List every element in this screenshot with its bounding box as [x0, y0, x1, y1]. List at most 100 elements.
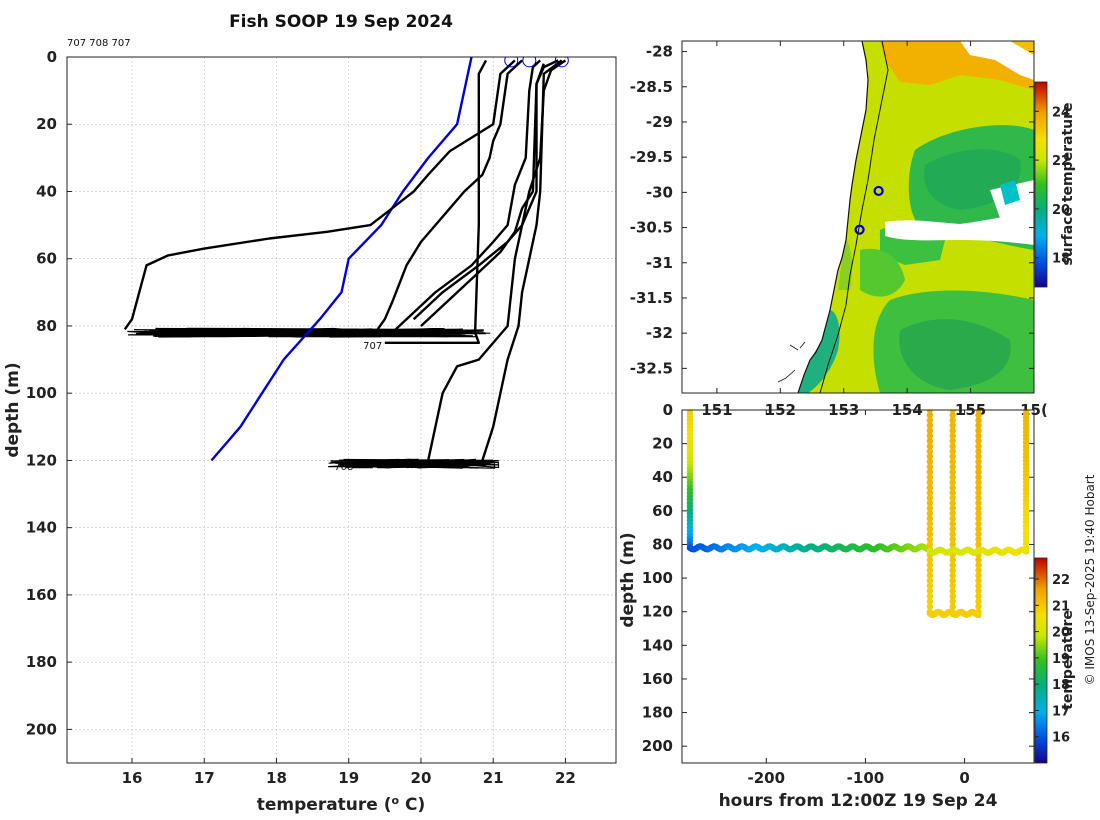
sst-map-markers [854, 185, 884, 235]
x-tick-label-3: 19 [338, 769, 359, 787]
x-tick-label-6: 22 [555, 769, 576, 787]
depth-time-frame [681, 409, 1035, 764]
sst-colorbar-tick-1: 20 [1052, 203, 1070, 218]
map-y-tick-label-6: -31 [646, 254, 673, 272]
depth-time-tracks [686, 410, 1030, 619]
x-tick-label-0: 16 [122, 769, 143, 787]
dt-y-tick-label-6: 120 [642, 603, 673, 621]
sst-colorbar-tick-3: 24 [1052, 105, 1070, 120]
profile-y-axis-label: depth (m) [3, 362, 23, 457]
y-tick-label-10: 200 [26, 720, 57, 738]
profile-annotation-1: 708 [334, 462, 353, 473]
y-tick-label-9: 180 [26, 653, 57, 671]
track-5 [926, 608, 982, 619]
map-y-tick-label-7: -31.5 [630, 289, 673, 307]
surface-marker-2 [554, 57, 569, 68]
profile-line-3 [391, 59, 542, 334]
dt-y-tick-label-10: 200 [642, 737, 673, 755]
y-tick-label-1: 20 [36, 115, 57, 133]
sst-colorbar-label: surface temperature [1060, 102, 1076, 265]
temp-colorbar-tick-5: 21 [1052, 599, 1070, 614]
map-y-tick-label-0: -28 [646, 43, 673, 61]
y-tick-label-8: 160 [26, 586, 57, 604]
y-tick-label-4: 80 [36, 317, 57, 335]
profile-lines: 707 708 [123, 57, 569, 473]
y-tick-label-0: 0 [47, 48, 57, 66]
x-tick-label-4: 20 [411, 769, 432, 787]
dt-x-tick-label-2: 0 [959, 769, 969, 787]
profile-annotation-0: 707 [363, 341, 382, 352]
track-4 [975, 410, 982, 615]
y-tick-label-2: 40 [36, 182, 57, 200]
depth-time-y-axis-label: depth (m) [618, 532, 638, 627]
dt-y-tick-label-0: 0 [663, 401, 673, 419]
dt-y-tick-label-7: 140 [642, 636, 673, 654]
map-y-tick-label-3: -29.5 [630, 148, 673, 166]
temperature-colorbar-ticks: 16 17 18 19 20 21 22 [1035, 573, 1070, 746]
x-tick-label-2: 18 [266, 769, 287, 787]
y-tick-label-3: 60 [36, 250, 57, 268]
sst-colorbar-tick-0: 18 [1052, 252, 1070, 267]
sst-colorbar [1034, 81, 1048, 288]
y-tick-label-5: 100 [26, 384, 57, 402]
profile-ticks: 16 17 18 19 20 21 22 0 20 40 60 80 100 120 140 160 180 20… [26, 48, 576, 787]
surface-marker-1 [522, 57, 537, 68]
dt-x-tick-label-0: -200 [748, 769, 786, 787]
dt-y-tick-label-1: 20 [652, 435, 673, 453]
map-y-tick-label-9: -32.5 [630, 359, 673, 377]
cruise-ids-label: 707 708 707 [67, 38, 131, 49]
surface-marker-0 [504, 57, 519, 68]
sst-field [682, 41, 1034, 393]
dt-y-tick-label-2: 40 [652, 468, 673, 486]
station-marker-1 [854, 224, 865, 235]
track-3 [949, 410, 956, 615]
dt-y-tick-label-5: 100 [642, 569, 673, 587]
credit-text: © IMOS 13-Sep-2025 19:40 Hobart [1083, 474, 1097, 685]
x-tick-label-1: 17 [194, 769, 215, 787]
sst-map-frame [681, 40, 1035, 394]
profile-line-7 [427, 59, 567, 461]
climatology-profile-line [210, 57, 473, 462]
temp-colorbar-tick-0: 16 [1052, 731, 1070, 746]
station-marker-0 [873, 185, 884, 197]
temp-colorbar-tick-1: 17 [1052, 704, 1070, 719]
track-1 [686, 543, 934, 553]
sst-colorbar-tick-2: 22 [1052, 154, 1070, 169]
profile-line-2 [376, 59, 523, 330]
map-y-tick-label-1: -28.5 [630, 78, 673, 96]
profile-line-5 [420, 59, 559, 327]
map-y-tick-label-8: -32 [646, 324, 673, 342]
dt-x-tick-label-1: -100 [847, 769, 885, 787]
map-y-tick-label-5: -30.5 [630, 219, 673, 237]
profile-grid [67, 56, 616, 763]
temperature-colorbar [1034, 557, 1048, 764]
temp-colorbar-tick-4: 20 [1052, 626, 1070, 641]
y-tick-label-7: 140 [26, 519, 57, 537]
temp-colorbar-tick-6: 22 [1052, 573, 1070, 588]
temp-colorbar-tick-3: 19 [1052, 652, 1070, 667]
profile-line-8 [384, 59, 488, 344]
dt-y-tick-label-9: 180 [642, 704, 673, 722]
profile-axes-frame [66, 56, 617, 764]
track-0 [686, 410, 694, 548]
bottom-band-1 [328, 458, 500, 469]
x-tick-label-5: 21 [483, 769, 504, 787]
dt-y-tick-label-4: 80 [652, 535, 673, 553]
map-y-tick-label-4: -30 [646, 183, 673, 201]
sst-map-panel: -28 -28.5 -29 -29.5 -30 -30.5 -31 -31.5 -32 -32.5… [630, 40, 1076, 419]
track-6 [926, 546, 1030, 556]
depth-time-ticks: 0 20 40 60 80 100 120 140 160 180 200 -200 -100 0 [642, 401, 1034, 787]
profile-x-axis-label: temperature (o C) [257, 794, 426, 816]
map-y-tick-label-2: -29 [646, 113, 673, 131]
dt-y-tick-label-3: 60 [652, 502, 673, 520]
track-2 [926, 410, 934, 615]
dt-y-tick-label-8: 160 [642, 670, 673, 688]
y-tick-label-6: 120 [26, 451, 57, 469]
depth-time-x-axis-label: hours from 12:00Z 19 Sep 24 [719, 791, 998, 811]
chart-title: Fish SOOP 19 Sep 2024 [229, 12, 453, 32]
sst-colorbar-ticks: 18 20 22 24 [1035, 105, 1070, 267]
profile-line-1 [123, 59, 516, 330]
track-7 [1022, 410, 1030, 555]
temp-colorbar-tick-2: 18 [1052, 678, 1070, 693]
